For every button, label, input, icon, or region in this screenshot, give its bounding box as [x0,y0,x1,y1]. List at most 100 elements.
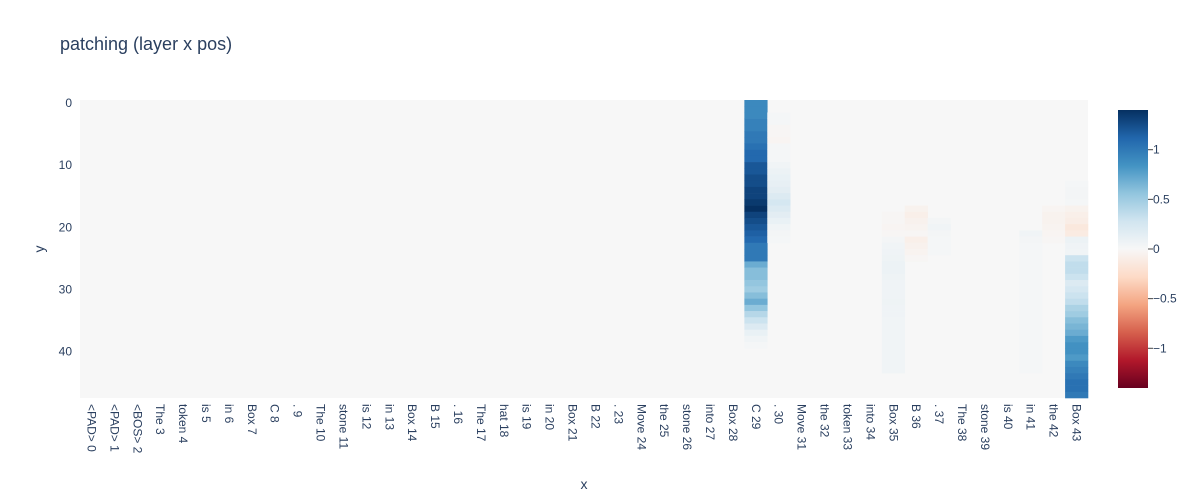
heatmap-cell [1019,286,1043,293]
heatmap-cell [881,366,906,374]
heatmap-cell [767,118,791,126]
heatmap-cell [1065,280,1089,287]
heatmap-cell [904,236,928,244]
heatmap-cell [744,162,768,169]
heatmap-cell [1042,224,1066,231]
heatmap-cell [1065,230,1089,237]
heatmap-cell [1065,304,1089,312]
heatmap-cell [1065,217,1089,225]
x-tick-label: stone 39 [978,404,992,450]
heatmap-cell [1065,249,1089,256]
heatmap-cell [1019,342,1043,349]
heatmap-cell [881,329,906,337]
y-axis-ticks: 0 10 20 30 40 [59,96,73,358]
heatmap-cell [904,224,928,231]
heatmap-cell [744,304,768,312]
heatmap-cell [927,230,951,237]
heatmap-cell [881,286,906,293]
heatmap-cell [744,286,768,293]
heatmap-cell [744,180,768,188]
heatmap-cell [744,230,768,237]
x-tick-label: into 34 [863,404,877,440]
x-tick-label: Box 28 [726,404,740,442]
heatmap-cell [744,261,768,268]
heatmap-cell [744,174,768,182]
heatmap-cell [767,205,791,213]
heatmap-cell [881,273,906,281]
heatmap-cell [744,273,768,281]
heatmap-cell [927,242,951,250]
heatmap-cell [767,162,791,169]
heatmap-cell [744,317,768,324]
heatmap-cell [1065,205,1089,213]
y-axis-label: y [31,246,47,253]
colorbar-ticks: 1 0.5 0 −0.5 −1 [1148,143,1177,355]
heatmap-cell [744,323,768,331]
heatmap-cell [744,106,768,113]
x-tick-label: Box 14 [405,404,419,442]
heatmap-cell [744,186,768,194]
x-tick-label: is 5 [199,404,213,423]
x-tick-label: in 41 [1024,404,1038,430]
heatmap-cell [744,298,768,306]
heatmap-cell [1019,354,1043,362]
heatmap-cell [1065,267,1089,275]
heatmap-cell [744,205,768,213]
y-tick-label: 40 [59,344,73,358]
x-tick-label: the 42 [1047,404,1061,438]
heatmap-cell [881,261,906,268]
x-tick-label: . 16 [451,404,465,424]
heatmap-cell [1019,267,1043,275]
heatmap-cell [1019,335,1043,343]
heatmap-cell [1065,261,1089,268]
heatmap-cell [1019,261,1043,268]
heatmap-cell [767,131,791,138]
heatmap-cell [744,280,768,287]
heatmap-cell [881,354,906,362]
heatmap-cell [1019,366,1043,374]
x-axis-label: x [581,476,588,492]
x-tick-label: token 4 [176,404,190,444]
heatmap-cell [1019,249,1043,256]
heatmap-cell [744,217,768,225]
heatmap-cell [1065,348,1089,355]
heatmap-cell [1065,242,1089,250]
heatmap-cell [1019,298,1043,306]
x-tick-label: . 30 [772,404,786,424]
heatmap-cell [744,143,768,150]
heatmap-cell [927,224,951,231]
heatmap-cell [881,360,906,368]
x-tick-label: The 38 [955,404,969,442]
heatmap-cell [1019,230,1043,237]
heatmap-cell [1042,236,1066,244]
x-tick-label: . 9 [291,404,305,418]
heatmap-cell [744,292,768,299]
heatmap-cell [1065,193,1089,200]
heatmap-cell [927,236,951,244]
heatmap-cell [881,217,906,225]
heatmap-cell [744,131,768,138]
heatmap-cell [1065,329,1089,337]
heatmap-cell [767,224,791,231]
x-tick-label: C 8 [268,404,282,423]
chart-title: patching (layer x pos) [60,34,232,54]
heatmap-cell [744,335,768,343]
heatmap-cell [1042,211,1066,219]
heatmap-cell [767,211,791,219]
x-tick-label: B 15 [428,404,442,429]
x-tick-label: the 32 [818,404,832,438]
heatmap-cell [744,149,768,157]
x-tick-label: stone 11 [336,404,350,449]
heatmap-cell [881,348,906,355]
x-tick-label: Box 43 [1070,404,1084,442]
heatmap-cell [744,137,768,144]
heatmap-cell [1019,242,1043,250]
x-tick-label: <PAD> 0 [84,404,98,452]
heatmap-cell [767,168,791,175]
heatmap-cell [881,236,906,244]
x-tick-label: Box 7 [245,404,259,435]
heatmap-cell [927,217,951,225]
heatmap-cell [744,249,768,256]
heatmap-cell [744,124,768,132]
